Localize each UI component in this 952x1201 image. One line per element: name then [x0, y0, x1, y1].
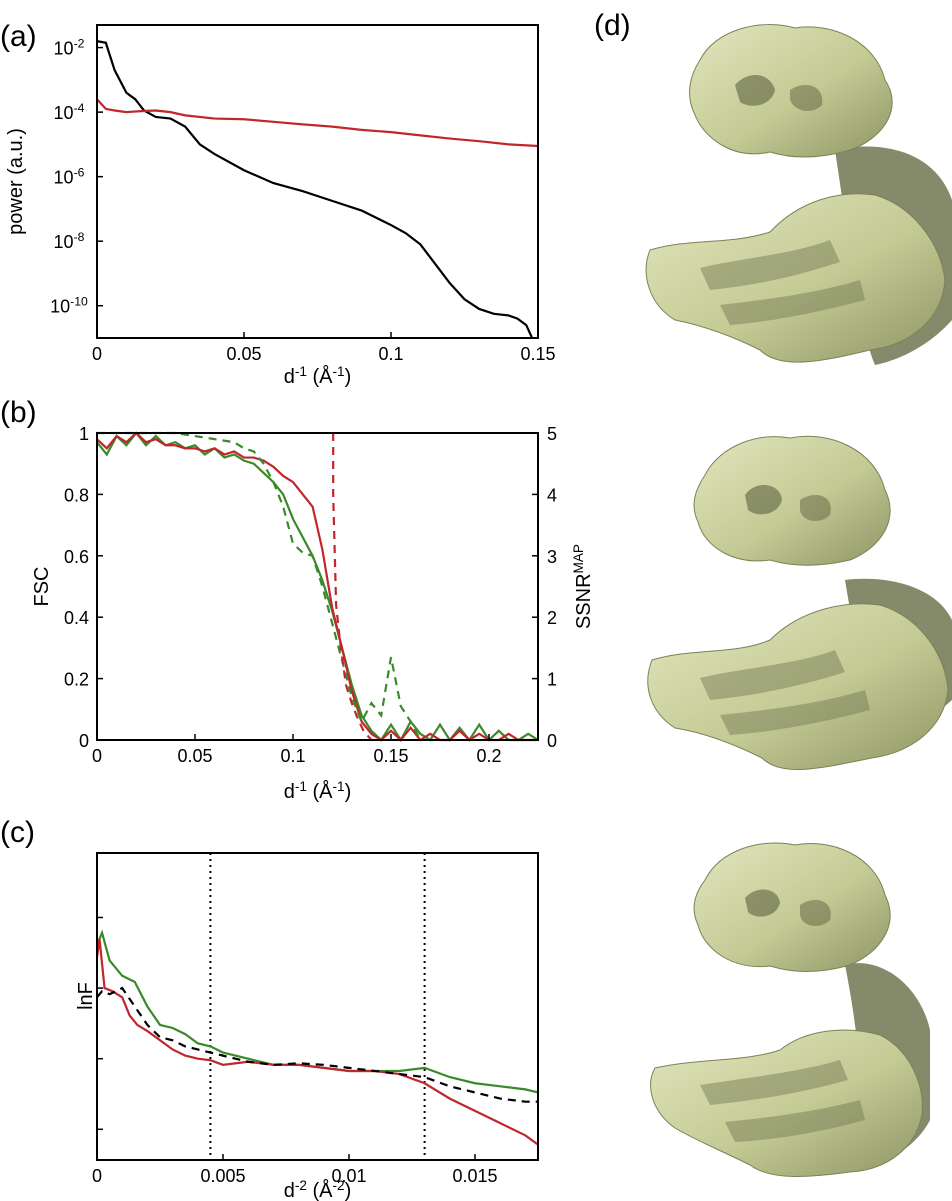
- panel-label-b: (b): [0, 396, 37, 429]
- plot-frame-c: [96, 852, 539, 1161]
- y2-tick-label-b: 5: [547, 424, 557, 444]
- x-axis-label-b: d-1 (Å-1): [284, 779, 352, 804]
- y2-axis-label-b: SSNRMAP: [571, 544, 596, 629]
- y-tick-label-b: 0.2: [64, 670, 89, 690]
- y-tick-label-a: 10-6: [54, 166, 85, 188]
- y2-tick-label-b: 0: [547, 731, 557, 751]
- x-tick-label-a: 0.15: [520, 344, 555, 364]
- y-tick-label-b: 0.8: [64, 485, 89, 505]
- y2-tick-label-b: 3: [547, 547, 557, 567]
- x-tick-label-b: 0.15: [373, 746, 408, 766]
- y-axis-label-a: power (a.u.): [5, 128, 27, 235]
- chart-a-power-spectrum: 0 0.05 0.1 0.15 10-10 10-8 10-6 10-4 10-2 d-1 (Å-…: [5, 24, 556, 389]
- x-tick-label-a: 0.1: [378, 344, 403, 364]
- series-line-c-1: [95, 938, 539, 1146]
- x-tick-label-b: 0: [92, 746, 102, 766]
- x-tick-label-b: 0.1: [280, 746, 305, 766]
- y-tick-label-b: 0: [79, 731, 89, 751]
- y-tick-label-a: 10-10: [50, 295, 88, 317]
- panel-label-a: (a): [0, 20, 37, 53]
- y-tick-label-a: 10-2: [54, 37, 85, 59]
- series-line-a-0: [96, 40, 534, 339]
- y-axis-label-b: FSC: [31, 567, 53, 607]
- y-tick-label-a: 10-4: [54, 101, 85, 123]
- x-tick-label-c: 0.005: [200, 1166, 245, 1186]
- chart-b-fsc: 0 0.05 0.1 0.15 0.2 0 0.2 0.4 0.6 0.8 1 0 1 2 3 4 5 d-1 (…: [31, 424, 595, 803]
- y-axis-label-c: lnF: [75, 982, 97, 1010]
- plot-frame-b: [96, 432, 539, 741]
- y2-tick-label-b: 4: [547, 485, 557, 505]
- y-tick-label-a: 10-8: [54, 230, 85, 252]
- plot-frame-a: [96, 24, 539, 339]
- y-tick-label-b: 0.6: [64, 547, 89, 567]
- series-line-b-1: [96, 431, 538, 742]
- series-line-b-2: [97, 431, 422, 741]
- density-map-3: [650, 842, 930, 1177]
- series-line-c-2: [96, 986, 538, 1103]
- panel-label-c: (c): [0, 816, 35, 849]
- x-tick-label-c: 0: [92, 1166, 102, 1186]
- y2-tick-label-b: 1: [547, 670, 557, 690]
- x-tick-label-a: 0: [92, 344, 102, 364]
- series-line-c-0: [95, 929, 539, 1094]
- panel-label-d: (d): [594, 9, 631, 42]
- y2-tick-label-b: 2: [547, 608, 557, 628]
- chart-c-lnf: 0 0.005 0.01 0.015 d-2 (Å-2) lnF: [75, 852, 539, 1201]
- x-axis-label-a: d-1 (Å-1): [284, 364, 352, 389]
- x-tick-label-b: 0.05: [177, 746, 212, 766]
- x-tick-label-c: 0.01: [331, 1166, 366, 1186]
- series-line-a-1: [96, 98, 539, 148]
- x-tick-label-b: 0.2: [476, 746, 501, 766]
- x-axis-label-c: d-2 (Å-2): [284, 1178, 352, 1201]
- series-line-b-3: [332, 433, 373, 741]
- series-line-b-0: [96, 431, 539, 743]
- y-tick-label-b: 0.4: [64, 608, 89, 628]
- x-tick-label-c: 0.015: [452, 1166, 497, 1186]
- x-tick-label-a: 0.05: [226, 344, 261, 364]
- density-map-2: [647, 435, 952, 770]
- density-map-1: [645, 24, 952, 365]
- y-tick-label-b: 1: [79, 424, 89, 444]
